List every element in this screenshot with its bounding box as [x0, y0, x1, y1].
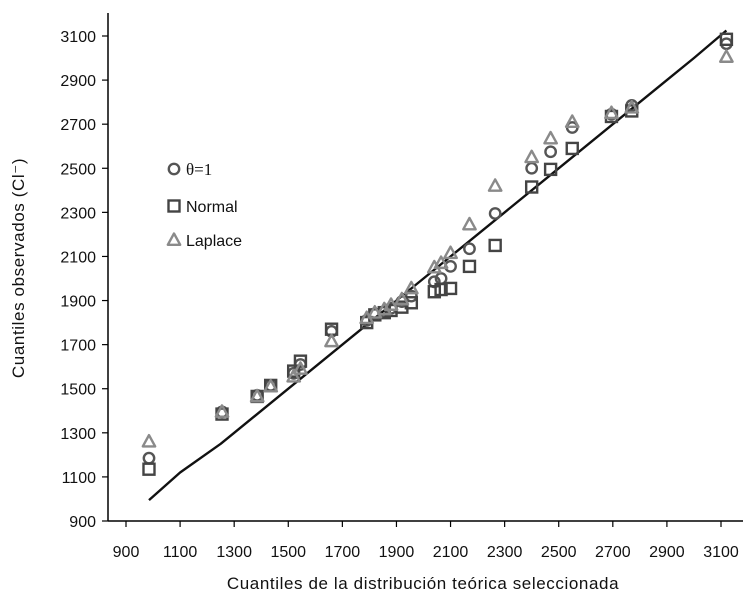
- square-point: [524, 180, 539, 194]
- square-point: [434, 282, 448, 297]
- triangle-point: [524, 149, 540, 164]
- triangle-point: [263, 378, 279, 393]
- x-tick-label: 1500: [270, 544, 306, 561]
- triangle-point: [487, 178, 503, 192]
- square-point: [462, 259, 477, 274]
- triangle-point: [249, 388, 265, 403]
- y-tick-label: 2700: [60, 117, 96, 134]
- legend-label-square: Normal: [186, 199, 238, 216]
- y-axis-ticks: 900 1100 1300 1500 1700 1900 2100 2300 2500 2700 2…: [60, 29, 108, 531]
- x-tick-label: 1100: [163, 544, 198, 561]
- circle-point: [463, 242, 476, 256]
- x-tick-label: 2900: [649, 544, 685, 561]
- circle-point: [544, 145, 558, 159]
- triangle-point: [564, 114, 580, 128]
- x-tick-label: 900: [113, 544, 140, 561]
- x-axis-title: Cuantiles de la distribución teórica sel…: [227, 574, 619, 593]
- x-tick-label: 1300: [216, 544, 252, 561]
- x-tick-label: 2500: [541, 544, 577, 561]
- square-point: [404, 296, 419, 310]
- square-point: [293, 354, 308, 368]
- legend-label-triangle: Laplace: [186, 233, 242, 250]
- square-point: [427, 285, 442, 299]
- circle-point: [488, 207, 502, 220]
- square-point: [543, 162, 558, 177]
- x-tick-label: 1900: [379, 544, 415, 561]
- y-tick-label: 2300: [60, 205, 96, 222]
- triangle-point: [403, 280, 419, 295]
- square-point: [488, 238, 502, 253]
- legend-label-circle: θ=1: [186, 160, 212, 179]
- y-tick-label: 1900: [60, 294, 96, 311]
- y-axis-title: Cuantiles observados (Cl⁻): [9, 158, 28, 378]
- triangle-point: [394, 291, 410, 306]
- triangle-point: [141, 433, 157, 448]
- y-tick-label: 2100: [60, 249, 96, 266]
- triangle-point: [624, 99, 640, 114]
- x-tick-label: 2300: [487, 544, 523, 561]
- x-tick-label: 2700: [595, 544, 631, 561]
- legend: θ=1 Normal Laplace: [166, 160, 242, 250]
- triangle-point: [293, 361, 308, 375]
- y-tick-label: 1500: [60, 382, 96, 399]
- square-point: [719, 32, 734, 47]
- data-points: [141, 32, 734, 476]
- square-point: [443, 281, 458, 296]
- triangle-point: [376, 301, 392, 316]
- x-axis-ticks: 900 1100 1300 1500 1700 1900 2100 2300 2500 2700 2…: [113, 521, 739, 561]
- series-square: [142, 32, 734, 476]
- triangle-point: [604, 105, 619, 120]
- y-tick-label: 1300: [60, 426, 96, 443]
- square-point: [286, 364, 301, 378]
- triangle-point: [286, 368, 302, 383]
- reference-line: [148, 29, 728, 501]
- triangle-point: [383, 297, 399, 311]
- y-tick-label: 2500: [60, 161, 96, 178]
- triangle-point: [433, 255, 449, 270]
- y-tick-label: 2900: [60, 73, 96, 90]
- series-triangle: [141, 49, 734, 448]
- x-tick-label: 2100: [433, 544, 469, 561]
- triangle-point: [462, 216, 477, 231]
- triangle-point: [367, 304, 383, 319]
- legend-square-marker: [167, 199, 181, 213]
- square-point: [565, 141, 579, 156]
- axes: 900 1100 1300 1500 1700 1900 2100 2300 2500 2700 2…: [60, 13, 743, 561]
- triangle-point: [543, 130, 559, 145]
- triangle-point: [443, 245, 458, 260]
- square-point: [142, 462, 156, 476]
- y-tick-label: 1700: [60, 338, 96, 355]
- y-tick-label: 1100: [62, 470, 97, 487]
- triangle-point: [719, 49, 734, 63]
- triangle-point: [214, 404, 230, 418]
- y-tick-label: 900: [69, 514, 96, 531]
- legend-triangle-marker: [166, 232, 182, 246]
- legend-circle-marker: [167, 162, 181, 176]
- x-tick-label: 3100: [703, 544, 739, 561]
- x-tick-label: 1700: [325, 544, 361, 561]
- triangle-point: [324, 333, 339, 348]
- triangle-point: [426, 259, 442, 274]
- y-tick-label: 3100: [60, 29, 96, 46]
